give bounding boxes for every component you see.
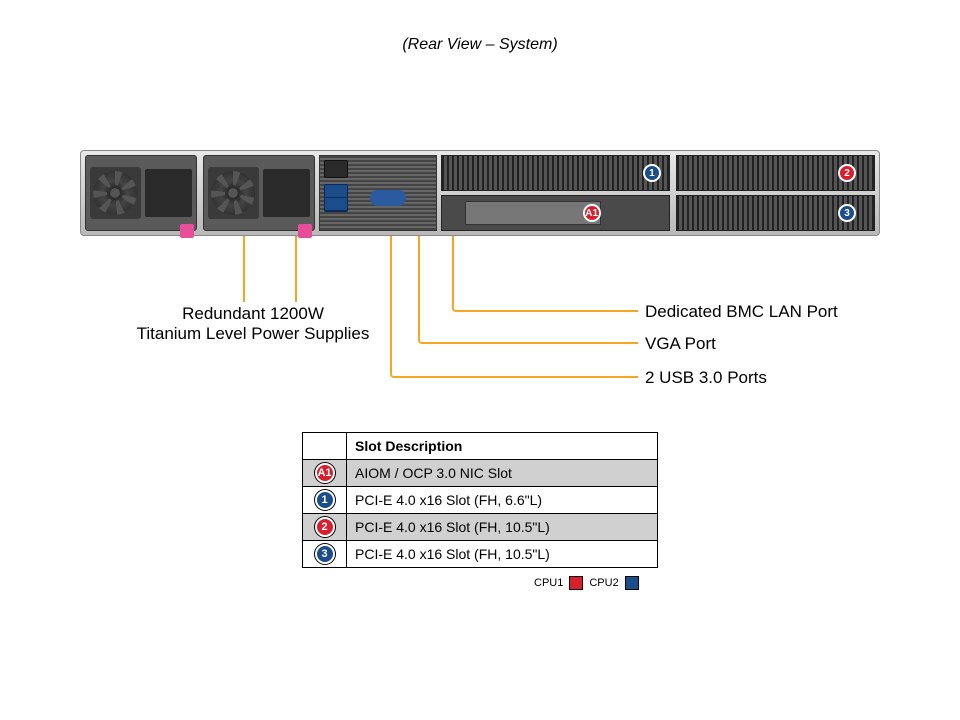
psu-handle-icon xyxy=(180,224,194,238)
vga-port-icon xyxy=(370,190,406,206)
psu-1 xyxy=(85,155,197,231)
table-badge-cell: 1 xyxy=(303,487,347,514)
callout-psu: Redundant 1200W Titanium Level Power Sup… xyxy=(118,304,388,344)
callout-psu-line2: Titanium Level Power Supplies xyxy=(118,324,388,344)
table-desc-cell: PCI-E 4.0 x16 Slot (FH, 6.6"L) xyxy=(347,487,658,514)
cpu-legend: CPU1 CPU2 xyxy=(534,576,639,590)
psu-socket-icon xyxy=(145,169,192,217)
callout-bmc: Dedicated BMC LAN Port xyxy=(645,302,838,322)
expansion-section: 1 A1 2 3 xyxy=(441,155,875,231)
callout-line xyxy=(295,236,297,302)
usb-ports-icon xyxy=(324,184,348,212)
table-badge-cell: A1 xyxy=(303,460,347,487)
io-section xyxy=(319,155,437,231)
slot-badge-3: 3 xyxy=(838,204,856,222)
psu-section xyxy=(85,155,315,231)
table-row: A1 AIOM / OCP 3.0 NIC Slot xyxy=(303,460,658,487)
slot-badge-a1: A1 xyxy=(583,204,601,222)
psu-handle-icon xyxy=(298,224,312,238)
table-row: 3 PCI-E 4.0 x16 Slot (FH, 10.5"L) xyxy=(303,541,658,568)
legend-cpu1-swatch xyxy=(569,576,583,590)
server-rear-view: 1 A1 2 3 xyxy=(80,150,880,236)
page-title: (Rear View – System) xyxy=(0,0,960,54)
legend-cpu2-swatch xyxy=(625,576,639,590)
slot-a1: A1 xyxy=(441,195,670,231)
chassis: 1 A1 2 3 xyxy=(80,150,880,236)
callout-line xyxy=(390,236,638,378)
table-badge-cell: 3 xyxy=(303,541,347,568)
psu-fan-icon xyxy=(90,167,141,219)
table-row: 1 PCI-E 4.0 x16 Slot (FH, 6.6"L) xyxy=(303,487,658,514)
callout-usb: 2 USB 3.0 Ports xyxy=(645,368,767,388)
table-header-icon xyxy=(303,433,347,460)
psu-fan-icon xyxy=(208,167,259,219)
legend-cpu1-label: CPU1 xyxy=(534,577,563,589)
slot-badge-icon: 3 xyxy=(315,544,335,564)
slot-badge-icon: A1 xyxy=(315,463,335,483)
callout-vga: VGA Port xyxy=(645,334,716,354)
slot-badge-2: 2 xyxy=(838,164,856,182)
callout-psu-line1: Redundant 1200W xyxy=(118,304,388,324)
table-badge-cell: 2 xyxy=(303,514,347,541)
slot-badge-icon: 1 xyxy=(315,490,335,510)
slot-2: 2 xyxy=(676,155,875,191)
slot-1: 1 xyxy=(441,155,670,191)
slot-badge-icon: 2 xyxy=(315,517,335,537)
psu-2 xyxy=(203,155,315,231)
bmc-lan-port-icon xyxy=(324,160,348,178)
legend-cpu2-label: CPU2 xyxy=(589,577,618,589)
slot-badge-1: 1 xyxy=(643,164,661,182)
callout-line xyxy=(243,236,245,302)
table-row: 2 PCI-E 4.0 x16 Slot (FH, 10.5"L) xyxy=(303,514,658,541)
table-desc-cell: PCI-E 4.0 x16 Slot (FH, 10.5"L) xyxy=(347,541,658,568)
table-desc-cell: AIOM / OCP 3.0 NIC Slot xyxy=(347,460,658,487)
psu-socket-icon xyxy=(263,169,310,217)
slot-description-table: Slot Description A1 AIOM / OCP 3.0 NIC Sl… xyxy=(302,432,658,568)
slot-3: 3 xyxy=(676,195,875,231)
aiom-card-icon xyxy=(465,201,601,225)
table-desc-cell: PCI-E 4.0 x16 Slot (FH, 10.5"L) xyxy=(347,514,658,541)
table-header-desc: Slot Description xyxy=(347,433,658,460)
